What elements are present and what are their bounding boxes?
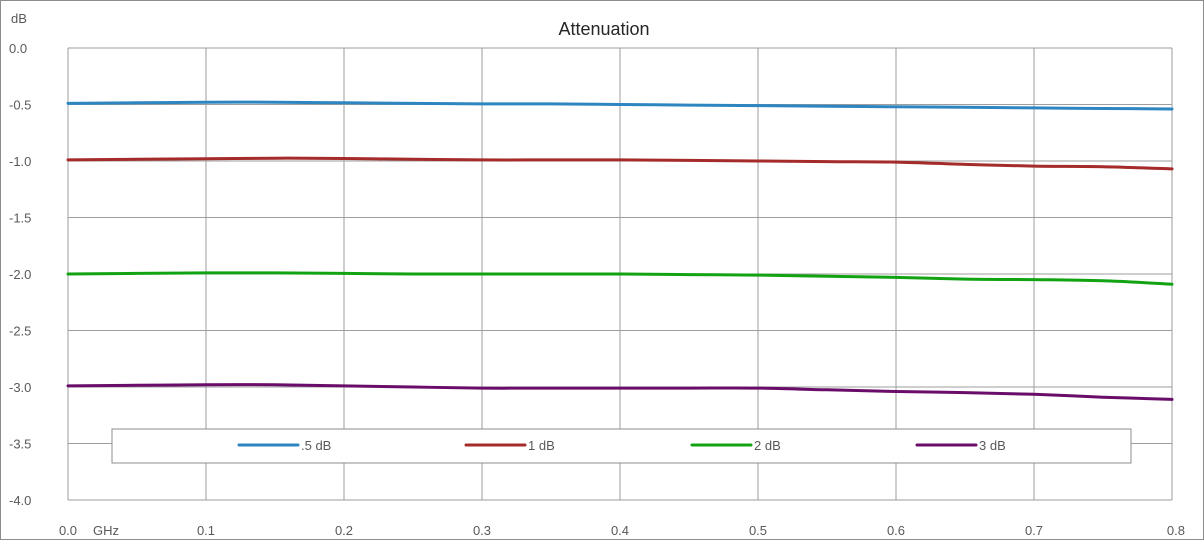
y-tick-label: -3.0 xyxy=(9,380,31,395)
legend-label-1: 1 dB xyxy=(528,438,555,453)
x-tick-label: 0.2 xyxy=(335,523,353,538)
series-lines xyxy=(66,100,1174,401)
legend: .5 dB 1 dB 2 dB 3 dB xyxy=(111,428,1132,464)
x-tick-label: 0.7 xyxy=(1025,523,1043,538)
y-tick-label: -2.5 xyxy=(9,324,31,339)
y-axis-label: dB xyxy=(11,11,27,26)
y-tick-label: -1.0 xyxy=(9,154,31,169)
y-tick-label: -1.5 xyxy=(9,211,31,226)
y-tick-label: -0.5 xyxy=(9,98,31,113)
series-line-3 xyxy=(66,383,1174,401)
chart-title: Attenuation xyxy=(558,19,649,39)
tick-labels: 0.0 -0.5 -1.0 -1.5 -2.0 -2.5 -3.0 -3.5 -4.0 0.0 0.… xyxy=(9,41,1185,538)
legend-label-3: 3 dB xyxy=(979,438,1006,453)
y-tick-label: -4.0 xyxy=(9,493,31,508)
x-tick-label: 0.3 xyxy=(473,523,491,538)
y-tick-label: 0.0 xyxy=(9,41,27,56)
legend-label-2: 2 dB xyxy=(754,438,781,453)
x-tick-label: 0.8 xyxy=(1167,523,1185,538)
x-tick-label: 0.6 xyxy=(887,523,905,538)
x-tick-label: 0.4 xyxy=(611,523,629,538)
series-line-0 xyxy=(66,100,1174,111)
legend-label-0: .5 dB xyxy=(301,438,331,453)
series-line-1 xyxy=(66,156,1174,171)
x-axis-label: GHz xyxy=(93,523,119,538)
x-tick-label: 0.1 xyxy=(197,523,215,538)
y-tick-label: -2.0 xyxy=(9,267,31,282)
series-line-2 xyxy=(66,271,1174,286)
x-tick-label: 0.5 xyxy=(749,523,767,538)
x-tick-label: 0.0 xyxy=(59,523,77,538)
y-tick-label: -3.5 xyxy=(9,437,31,452)
